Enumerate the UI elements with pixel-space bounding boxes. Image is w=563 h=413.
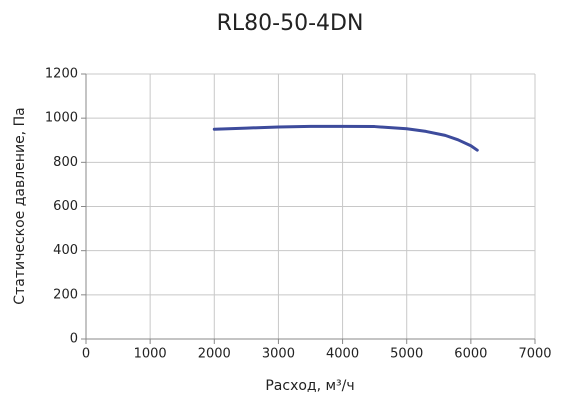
y-tick-label: 200 (53, 287, 78, 302)
x-tick-label: 3000 (262, 347, 295, 362)
y-tick-label: 600 (53, 199, 78, 214)
x-tick-label: 7000 (518, 347, 551, 362)
y-tick-label: 1200 (45, 67, 78, 82)
x-tick-label: 0 (82, 347, 90, 362)
x-tick-label: 4000 (326, 347, 359, 362)
y-axis-label: Статическое давление, Па (12, 107, 28, 304)
chart-title: RL80-50-4DN (217, 11, 364, 36)
x-tick-label: 1000 (134, 347, 167, 362)
y-tick-label: 800 (53, 155, 78, 170)
y-tick-label: 0 (70, 332, 78, 347)
data-line (212, 124, 479, 152)
x-tick-label: 2000 (198, 347, 231, 362)
y-tick-label: 400 (53, 243, 78, 258)
x-axis-label: Расход, м³/ч (265, 378, 354, 394)
x-tick-label: 6000 (454, 347, 487, 362)
x-tick-label: 5000 (390, 347, 423, 362)
y-tick-label: 1000 (45, 111, 78, 126)
